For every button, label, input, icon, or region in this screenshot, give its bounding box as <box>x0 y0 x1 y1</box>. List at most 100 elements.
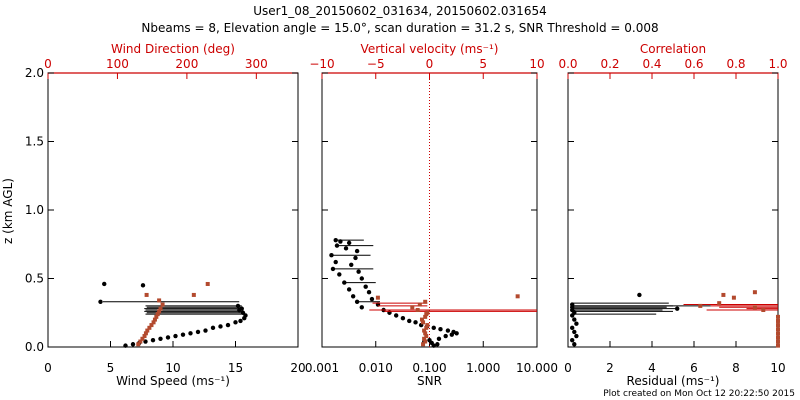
data-point-black <box>173 333 178 339</box>
data-point-red <box>425 323 430 328</box>
bottom-tick-label: 0.010 <box>359 361 393 375</box>
data-point-black <box>346 287 352 292</box>
data-point-black <box>675 306 680 311</box>
top-tick-label: 0.4 <box>642 57 661 71</box>
data-point-black <box>349 262 354 267</box>
data-point-black <box>343 246 349 251</box>
top-tick-label: 0 <box>426 57 434 71</box>
data-point-red <box>147 325 152 330</box>
top-tick-label: 0 <box>44 57 52 71</box>
data-point-black <box>158 336 163 341</box>
data-point-black <box>449 332 455 337</box>
y-tick-label: 2.0 <box>25 66 44 80</box>
panel-frame <box>321 72 538 348</box>
data-point-black <box>570 337 575 343</box>
top-tick-label: 0.6 <box>684 57 703 71</box>
bottom-tick-label: 2 <box>606 361 614 375</box>
data-point-red <box>155 312 160 317</box>
figure-title-line1: User1_08_20150602_031634, 20150602.03165… <box>253 4 546 18</box>
data-point-black <box>338 239 343 244</box>
data-point-red <box>752 290 757 295</box>
data-point-black <box>165 335 171 340</box>
data-point-red <box>375 295 380 300</box>
bottom-tick-label: 8 <box>732 361 740 375</box>
top-tick-label: 10 <box>529 57 544 71</box>
bottom-tick-label: 20 <box>290 361 305 375</box>
data-point-black <box>203 328 208 333</box>
data-point-black <box>354 299 360 304</box>
data-point-black <box>240 310 246 315</box>
top-axis-label: Correlation <box>640 42 706 56</box>
y-tick-label: 0.0 <box>25 340 44 354</box>
data-point-red <box>415 308 420 313</box>
data-point-red <box>142 334 147 339</box>
data-point-red <box>423 339 428 344</box>
data-point-red <box>151 320 156 325</box>
bottom-tick-label: 0.100 <box>412 361 446 375</box>
data-point-red <box>717 301 722 306</box>
data-point-black <box>337 272 342 277</box>
data-point-red <box>423 331 428 336</box>
data-point-red <box>157 298 162 303</box>
data-point-black <box>359 305 364 310</box>
bottom-tick-label: 1.000 <box>466 361 500 375</box>
data-point-red <box>145 328 150 333</box>
data-point-red <box>136 342 141 347</box>
data-point-red <box>776 343 780 348</box>
data-point-red <box>752 305 757 310</box>
data-point-black <box>342 280 347 285</box>
top-axis-label: Wind Direction (deg) <box>111 42 235 56</box>
y-tick-label: 1.5 <box>25 135 44 149</box>
data-point-red <box>421 342 426 347</box>
data-point-black <box>436 336 442 341</box>
data-point-black <box>407 318 412 324</box>
bottom-axis-label: Wind Speed (ms⁻¹) <box>116 374 230 388</box>
bottom-tick-label: 0 <box>564 361 572 375</box>
data-point-black <box>218 324 223 329</box>
top-tick-label: −10 <box>309 57 334 71</box>
data-point-red <box>417 302 422 307</box>
data-point-black <box>180 332 186 337</box>
bottom-tick-label: 0.001 <box>305 361 339 375</box>
data-point-black <box>123 343 128 348</box>
y-axis-label: z (km AGL) <box>1 178 15 244</box>
data-point-red <box>425 310 430 315</box>
data-point-red <box>698 303 703 308</box>
data-point-black <box>363 284 368 289</box>
data-point-red <box>191 292 196 297</box>
top-tick-label: 1.0 <box>768 57 787 71</box>
data-point-black <box>574 321 579 326</box>
bottom-tick-label: 5 <box>107 361 115 375</box>
data-point-black <box>572 342 577 347</box>
data-point-red <box>424 334 429 339</box>
data-point-black <box>150 337 156 343</box>
bottom-axis-label: Residual (ms⁻¹) <box>627 374 720 388</box>
data-point-black <box>233 320 238 325</box>
data-point-black <box>238 318 243 324</box>
top-tick-label: 0.0 <box>558 57 577 71</box>
data-point-red <box>515 294 520 299</box>
data-point-black <box>572 317 577 322</box>
bottom-tick-label: 15 <box>228 361 243 375</box>
bottom-tick-label: 10.000 <box>516 361 558 375</box>
data-point-red <box>140 336 145 341</box>
data-point-red <box>157 309 162 314</box>
data-point-black <box>366 290 372 295</box>
top-tick-label: 300 <box>245 57 268 71</box>
data-point-black <box>188 331 193 336</box>
data-point-black <box>333 237 338 243</box>
data-point-red <box>776 314 780 319</box>
data-point-black <box>195 329 201 335</box>
data-point-red <box>776 323 780 328</box>
top-tick-label: 0.8 <box>726 57 745 71</box>
top-tick-label: 5 <box>479 57 487 71</box>
data-point-red <box>160 302 165 307</box>
bottom-tick-label: 4 <box>648 361 656 375</box>
data-point-black <box>225 322 231 328</box>
data-point-black <box>239 306 244 311</box>
data-point-black <box>438 326 443 332</box>
data-point-red <box>152 317 157 322</box>
data-point-black <box>637 292 642 298</box>
data-point-red <box>158 306 163 311</box>
y-tick-label: 1.0 <box>25 203 44 217</box>
